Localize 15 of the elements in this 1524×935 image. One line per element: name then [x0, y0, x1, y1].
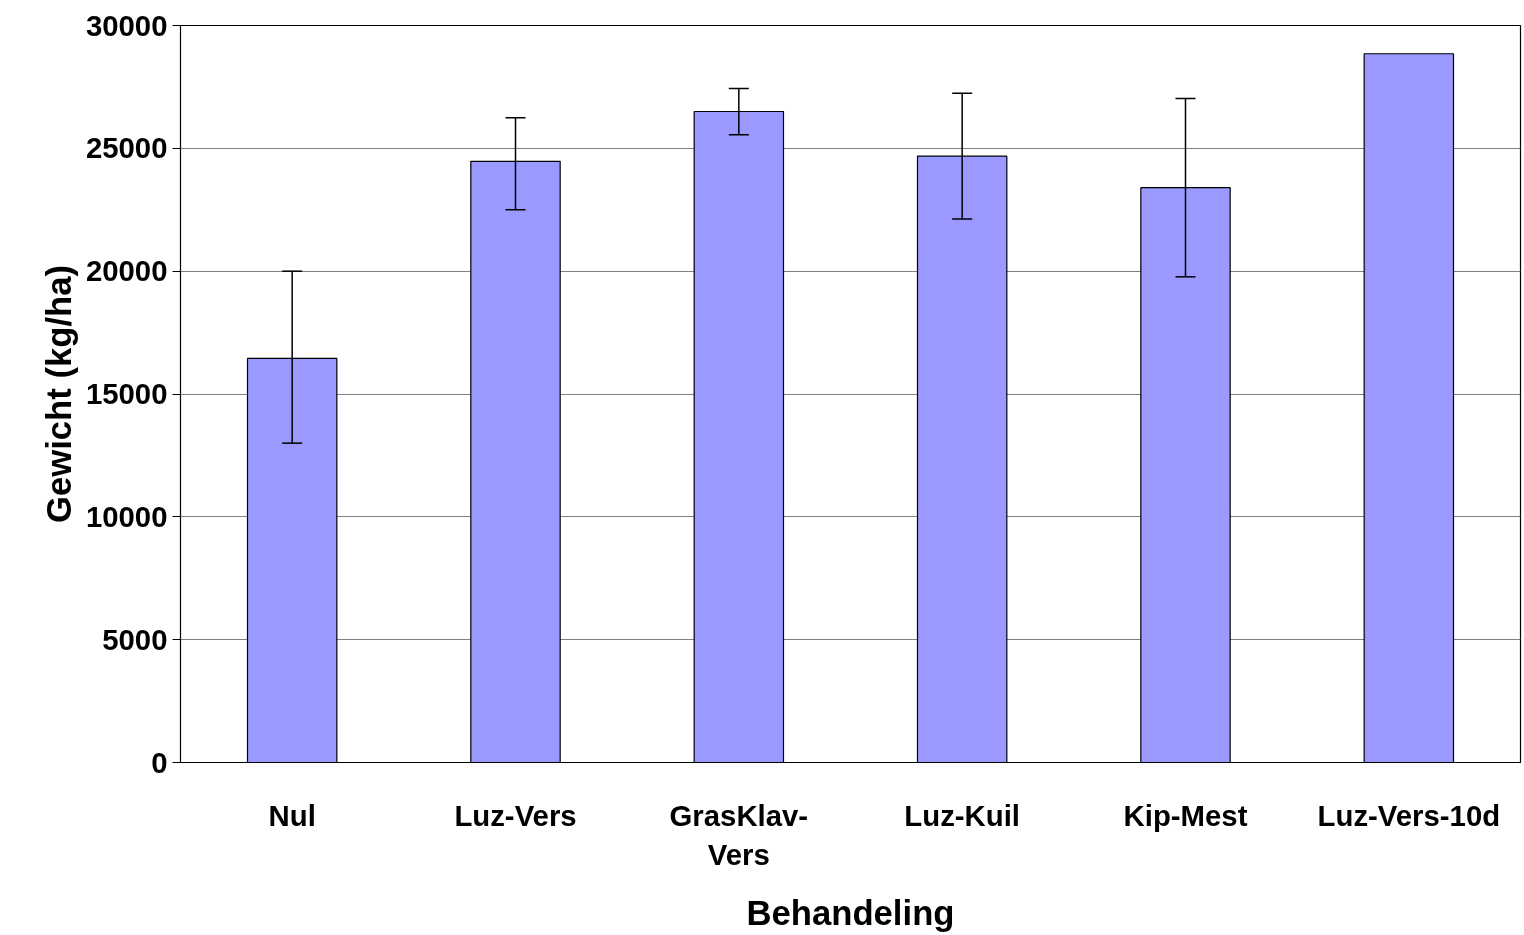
x-tick-label: Kip-Mest	[1123, 798, 1248, 832]
y-tick-label: 5000	[102, 622, 168, 656]
y-tick-label: 20000	[85, 254, 168, 288]
y-tick-label: 25000	[85, 131, 168, 165]
x-tick-label: Luz-Kuil	[904, 798, 1020, 832]
y-tick-label: 0	[151, 745, 168, 779]
y-tick-label: 15000	[85, 377, 168, 410]
x-axis-title: Behandeling	[746, 894, 955, 933]
x-tick-label: Luz-Vers	[454, 798, 577, 832]
y-axis-title: Gewicht (kg/ha)	[39, 264, 78, 524]
y-tick-label: 30000	[85, 8, 168, 42]
x-tick-label: Nul	[268, 798, 316, 832]
x-tick-label: Luz-Vers-10d	[1317, 798, 1501, 832]
x-tick-label: GrasKlav-Vers	[669, 798, 809, 872]
y-tick-label: 10000	[85, 499, 168, 533]
